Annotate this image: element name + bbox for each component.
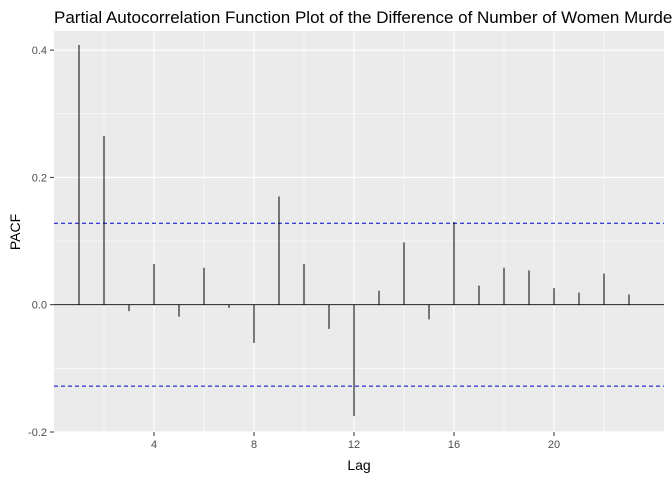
plot-panel: [54, 31, 664, 432]
y-axis-title: PACF: [7, 214, 23, 250]
y-axis-ticks: -0.2 0.0 0.2 0.4: [28, 45, 54, 439]
y-tick-label: 0.2: [32, 172, 47, 184]
y-tick-label: 0.4: [32, 45, 47, 57]
y-tick-label: 0.0: [32, 300, 47, 312]
x-tick-label: 8: [251, 439, 257, 451]
x-tick-label: 4: [151, 439, 157, 451]
y-tick-label: -0.2: [28, 427, 47, 439]
x-tick-label: 16: [448, 439, 460, 451]
x-axis-title: Lag: [347, 457, 370, 473]
x-tick-label: 12: [348, 439, 360, 451]
minor-gridlines: [54, 31, 664, 432]
x-tick-label: 20: [548, 439, 560, 451]
pacf-spikes: [78, 45, 630, 417]
x-axis-ticks: 4 8 12 16 20: [151, 432, 560, 451]
confidence-bounds: [54, 222, 664, 387]
chart-title: Partial Autocorrelation Function Plot of…: [54, 8, 672, 27]
